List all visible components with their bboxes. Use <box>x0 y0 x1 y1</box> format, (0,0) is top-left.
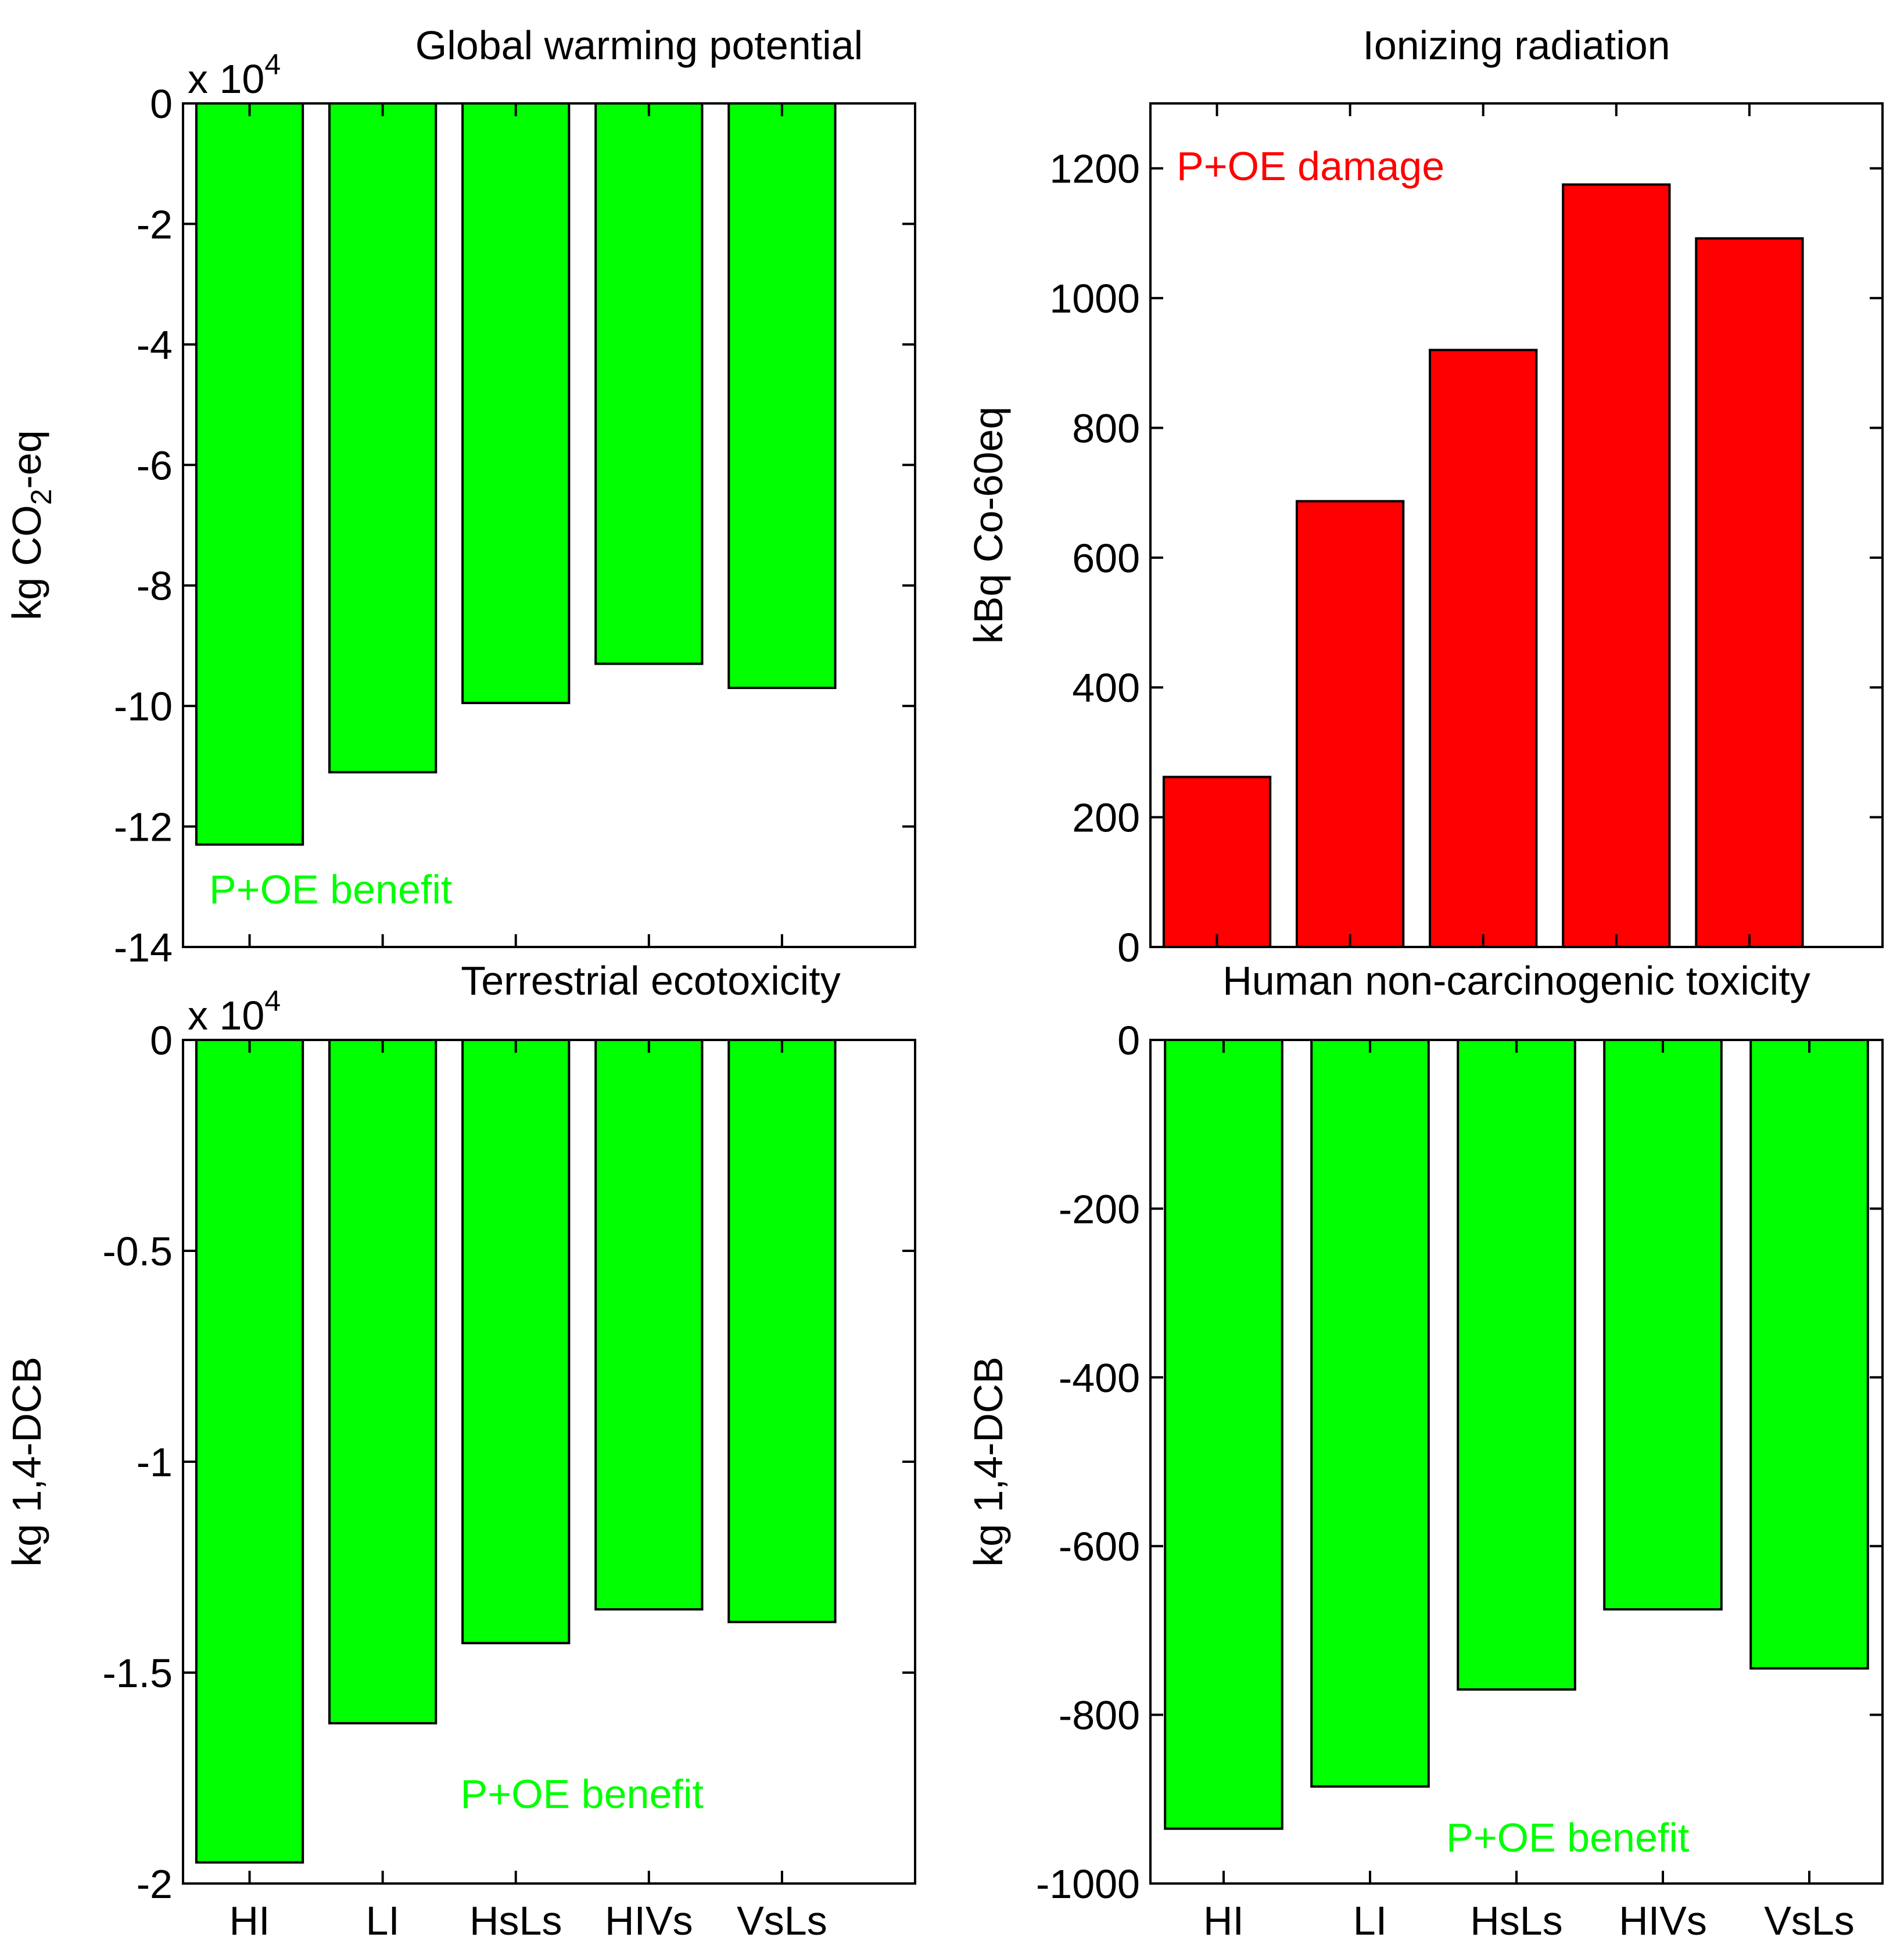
chart-panel-2: 0 200 400 600 800 1000 1200 Ionizing radiation k… <box>966 23 1884 970</box>
annotation-label: P+OE benefit <box>209 867 452 912</box>
y-axis-label: kg CO2-eq <box>4 430 58 620</box>
y-axis-label: kg 1,4-DCB <box>4 1357 49 1567</box>
y-tick-label: 0 <box>150 1018 173 1063</box>
y-tick-label: -1000 <box>1036 1861 1140 1907</box>
y-tick-label: -12 <box>114 805 173 850</box>
bar-vsls <box>1749 1039 1869 1670</box>
bar-hi <box>1164 1039 1283 1830</box>
y-tick-label: -2 <box>137 1861 173 1907</box>
y-tick-label: 0 <box>1117 1018 1140 1063</box>
y-tick-label: 800 <box>1072 406 1140 451</box>
x-tick-label: HIVs <box>1619 1898 1707 1943</box>
bar-hsls <box>1429 349 1538 948</box>
y-tick-label: 600 <box>1072 536 1140 581</box>
y-tick-label: 1200 <box>1049 146 1140 192</box>
bar-hi <box>195 1039 304 1864</box>
y-tick-label: -8 <box>137 564 173 609</box>
y-axis-label: kg 1,4-DCB <box>966 1357 1011 1567</box>
y-tick-label: -1 <box>137 1440 173 1485</box>
y-tick-label: 400 <box>1072 665 1140 711</box>
y-tick-label: -6 <box>137 443 173 488</box>
y-tick-label: 0 <box>150 81 173 127</box>
bar-hivs <box>1603 1039 1723 1611</box>
x-tick-label: VsLs <box>737 1898 827 1943</box>
bar-hivs <box>1562 183 1671 949</box>
y-tick-label: -4 <box>137 322 173 368</box>
x-tick-label: HsLs <box>469 1898 562 1943</box>
chart-title: Terrestrial ecotoxicity <box>461 958 841 1003</box>
bar-li <box>328 102 438 774</box>
y-tick-label: -400 <box>1059 1355 1140 1401</box>
bar-vsls <box>1695 237 1804 949</box>
y-tick-label: -600 <box>1059 1524 1140 1569</box>
bar-vsls <box>727 102 837 690</box>
chart-title: Human non-carcinogenic toxicity <box>1222 958 1810 1003</box>
y-tick-label: 1000 <box>1049 276 1140 321</box>
y-tick-label: -10 <box>114 684 173 729</box>
bar-hi <box>1162 776 1272 949</box>
y-tick-label: -200 <box>1059 1186 1140 1232</box>
bar-li <box>1310 1039 1430 1788</box>
x-tick-label: LI <box>1353 1898 1387 1943</box>
chart-title: Ionizing radiation <box>1362 23 1670 68</box>
y-tick-label: -1.5 <box>102 1651 173 1696</box>
x-tick-label: HI <box>1203 1898 1244 1943</box>
bar-hsls <box>1457 1039 1576 1691</box>
y-tick-label: 0 <box>1117 925 1140 970</box>
x-tick-label: VsLs <box>1764 1898 1855 1943</box>
bar-hi <box>195 102 304 846</box>
y-tick-label: -14 <box>114 925 173 970</box>
chart-title: Global warming potential <box>415 23 863 68</box>
bar-hivs <box>594 1039 704 1611</box>
y-tick-label: -2 <box>137 202 173 247</box>
bar-hivs <box>594 102 704 665</box>
x-tick-label: LI <box>365 1898 399 1943</box>
annotation-label: P+OE benefit <box>1446 1815 1689 1860</box>
bar-li <box>328 1039 438 1725</box>
annotation-label: P+OE benefit <box>461 1771 704 1817</box>
y-tick-label: 200 <box>1072 795 1140 841</box>
bar-hsls <box>461 102 571 704</box>
y-axis-label: kBq Co-60eq <box>966 407 1011 644</box>
exponent-label: x 104 <box>188 48 281 102</box>
x-tick-label: HIVs <box>605 1898 693 1943</box>
bar-li <box>1296 500 1405 948</box>
chart-panel-4: 0 -200 -400 -600 -800 -1000 HI LI HsLs HIVs VsLs Hu… <box>966 958 1884 1943</box>
annotation-label: P+OE damage <box>1177 144 1444 189</box>
y-tick-label: -800 <box>1059 1693 1140 1738</box>
exponent-label: x 104 <box>188 985 281 1038</box>
x-tick-label: HsLs <box>1470 1898 1562 1943</box>
bar-vsls <box>727 1039 837 1623</box>
chart-panel-3: 0 -0.5 -1 -1.5 -2 HI LI HsLs HIVs VsLs Terrestrial… <box>4 958 916 1943</box>
chart-panel-1: 0 -2 -4 -6 -8 -10 -12 -14 Global warming potenti… <box>4 23 916 970</box>
bar-hsls <box>461 1039 571 1645</box>
x-tick-label: HI <box>230 1898 270 1943</box>
y-tick-label: -0.5 <box>102 1229 173 1274</box>
